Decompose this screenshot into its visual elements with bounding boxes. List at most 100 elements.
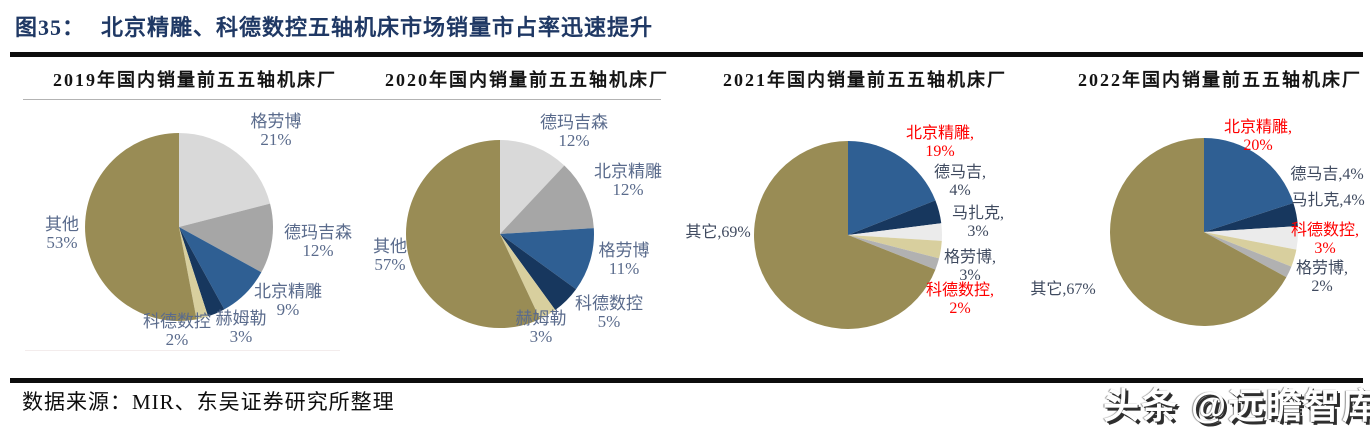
pie-chart-2020	[405, 139, 594, 328]
pie-label-2022-dmg: 德马吉,4%	[1290, 166, 1363, 184]
pie-label-2021-kede: 科德数控, 2%	[926, 282, 994, 318]
pie-slice-2-2	[848, 223, 942, 241]
pie-slice-3-0	[1204, 138, 1294, 232]
pie-label-2021-mazak: 马扎克, 3%	[952, 205, 1004, 241]
pie-label-value: 3%	[967, 223, 989, 240]
pie-slice-2-5	[753, 141, 936, 329]
pie-label-value: 5%	[597, 312, 621, 331]
pie-label-2019-hermle: 赫姆勒 3%	[216, 310, 267, 346]
chart-bottom-faint-line	[25, 350, 340, 351]
pie-slice-2-4	[848, 235, 940, 270]
pie-slice-1-4	[500, 234, 556, 320]
chart-title-2021: 2021年国内销量前五五轴机床厂	[723, 70, 1007, 90]
pie-slice-1-3	[500, 234, 577, 311]
pie-label-2020-jingdiao: 北京精雕 12%	[594, 163, 662, 199]
pie-slice-2-1	[848, 200, 942, 235]
pie-label-2020-others: 其他 57%	[373, 238, 407, 274]
pie-label-name: 其它,69%	[685, 224, 751, 241]
pie-slice-0-2	[179, 227, 262, 310]
pie-slice-3-1	[1204, 202, 1298, 232]
pie-label-2020-hermle: 赫姆勒 3%	[516, 310, 567, 346]
pie-label-value: 20%	[1243, 137, 1273, 154]
pie-label-name: 科德数控,	[925, 282, 995, 299]
pie-label-2020-kede: 科德数控 5%	[575, 295, 643, 331]
chart-title-underline	[23, 99, 661, 100]
figure-title-text: 北京精雕、科德数控五轴机床市场销量市占率迅速提升	[101, 15, 654, 40]
chart-title-2020: 2020年国内销量前五五轴机床厂	[385, 70, 669, 90]
pie-label-2022-kede: 科德数控, 3%	[1291, 222, 1359, 258]
pie-label-2022-grob: 格劳博, 2%	[1296, 260, 1348, 296]
pie-slice-3-5	[1109, 138, 1287, 326]
pie-label-2021-dmg: 德马吉, 4%	[934, 164, 986, 200]
pie-label-value: 4%	[949, 182, 971, 199]
pie-label-name: 科德数控	[143, 312, 211, 331]
pie-label-value: 2%	[949, 300, 971, 317]
pie-slice-3-3	[1204, 232, 1297, 267]
pie-chart-2019	[85, 133, 274, 321]
pie-label-name: 格劳博	[250, 112, 302, 131]
pie-label-value: 12%	[558, 131, 590, 150]
pie-label-value: 2%	[1311, 278, 1333, 295]
pie-slice-2-0	[848, 141, 936, 235]
pie-label-name: 科德数控,	[1290, 222, 1360, 239]
pie-label-value: 9%	[276, 300, 300, 319]
pie-label-2019-dmg-mori: 德玛吉森 12%	[284, 224, 352, 260]
pie-label-value: 3%	[529, 327, 553, 346]
pie-label-name: 赫姆勒	[215, 309, 267, 328]
pie-label-name: 其他	[45, 215, 79, 234]
figure-number: 图35：	[15, 15, 86, 40]
pie-slice-1-1	[500, 165, 594, 234]
pie-label-name: 马扎克,	[951, 205, 1005, 222]
pie-label-name: 其他	[373, 237, 407, 256]
pie-slice-0-4	[179, 227, 209, 320]
pie-label-name: 北京精雕,	[1223, 119, 1293, 136]
pie-label-value: 11%	[608, 259, 640, 278]
pie-chart-2021	[753, 141, 942, 329]
pie-label-name: 德玛吉森	[540, 113, 608, 132]
pie-slice-3-2	[1204, 226, 1298, 250]
pie-label-value: 12%	[612, 180, 644, 199]
pie-label-value: 57%	[374, 255, 406, 274]
pie-label-name: 北京精雕	[594, 162, 662, 181]
top-rule	[10, 52, 1363, 57]
pie-label-2020-grob: 格劳博 11%	[599, 242, 650, 278]
pie-slice-0-0	[179, 133, 271, 227]
chart-title-2022: 2022年国内销量前五五轴机床厂	[1078, 70, 1362, 90]
pie-label-value: 2%	[165, 330, 189, 349]
pie-slice-1-5	[405, 139, 541, 328]
pie-label-name: 德马吉,	[933, 164, 987, 181]
pie-label-value: 3%	[229, 327, 253, 346]
pie-chart-2022	[1109, 138, 1298, 326]
pie-label-value: 12%	[302, 241, 334, 260]
pie-label-2022-others: 其它,67%	[1030, 281, 1095, 299]
pie-slice-0-1	[179, 203, 274, 273]
pie-label-value: 21%	[260, 130, 292, 149]
pie-label-name: 科德数控	[575, 294, 643, 313]
pie-slice-3-4	[1204, 232, 1292, 278]
pie-label-2021-others: 其它,69%	[685, 224, 750, 242]
pie-label-name: 格劳博,	[943, 249, 997, 266]
watermark-toutiao: 头条 @远瞻智库	[1103, 385, 1370, 426]
pie-label-2019-others: 其他 53%	[45, 216, 79, 252]
chart-title-2019: 2019年国内销量前五五轴机床厂	[53, 70, 337, 90]
data-source-text: 数据来源：MIR、东吴证券研究所整理	[22, 390, 395, 414]
figure-title: 图35： 北京精雕、科德数控五轴机床市场销量市占率迅速提升	[15, 10, 653, 42]
pie-label-name: 德马吉,4%	[1290, 166, 1364, 183]
pie-label-2019-kede: 科德数控 2%	[143, 313, 211, 349]
pie-label-2022-jingdiao: 北京精雕, 20%	[1224, 119, 1292, 155]
pie-label-2021-grob: 格劳博, 3%	[944, 249, 996, 285]
pie-label-name: 北京精雕,	[905, 125, 975, 142]
pie-label-name: 北京精雕	[254, 282, 322, 301]
pie-label-name: 其它,67%	[1030, 281, 1096, 298]
pie-label-2020-dmg-mori: 德玛吉森 12%	[540, 114, 608, 150]
pie-label-value: 19%	[925, 143, 955, 160]
pie-label-name: 格劳博,	[1295, 260, 1349, 277]
pie-label-name: 格劳博	[598, 241, 650, 260]
pie-label-name: 赫姆勒	[515, 309, 567, 328]
pie-label-2021-jingdiao: 北京精雕, 19%	[906, 125, 974, 161]
pie-slice-1-2	[500, 228, 594, 290]
pie-label-name: 德玛吉森	[284, 223, 352, 242]
pie-label-2019-grob: 格劳博 21%	[251, 113, 302, 149]
pie-label-2022-mazak: 马扎克,4%	[1291, 192, 1364, 210]
